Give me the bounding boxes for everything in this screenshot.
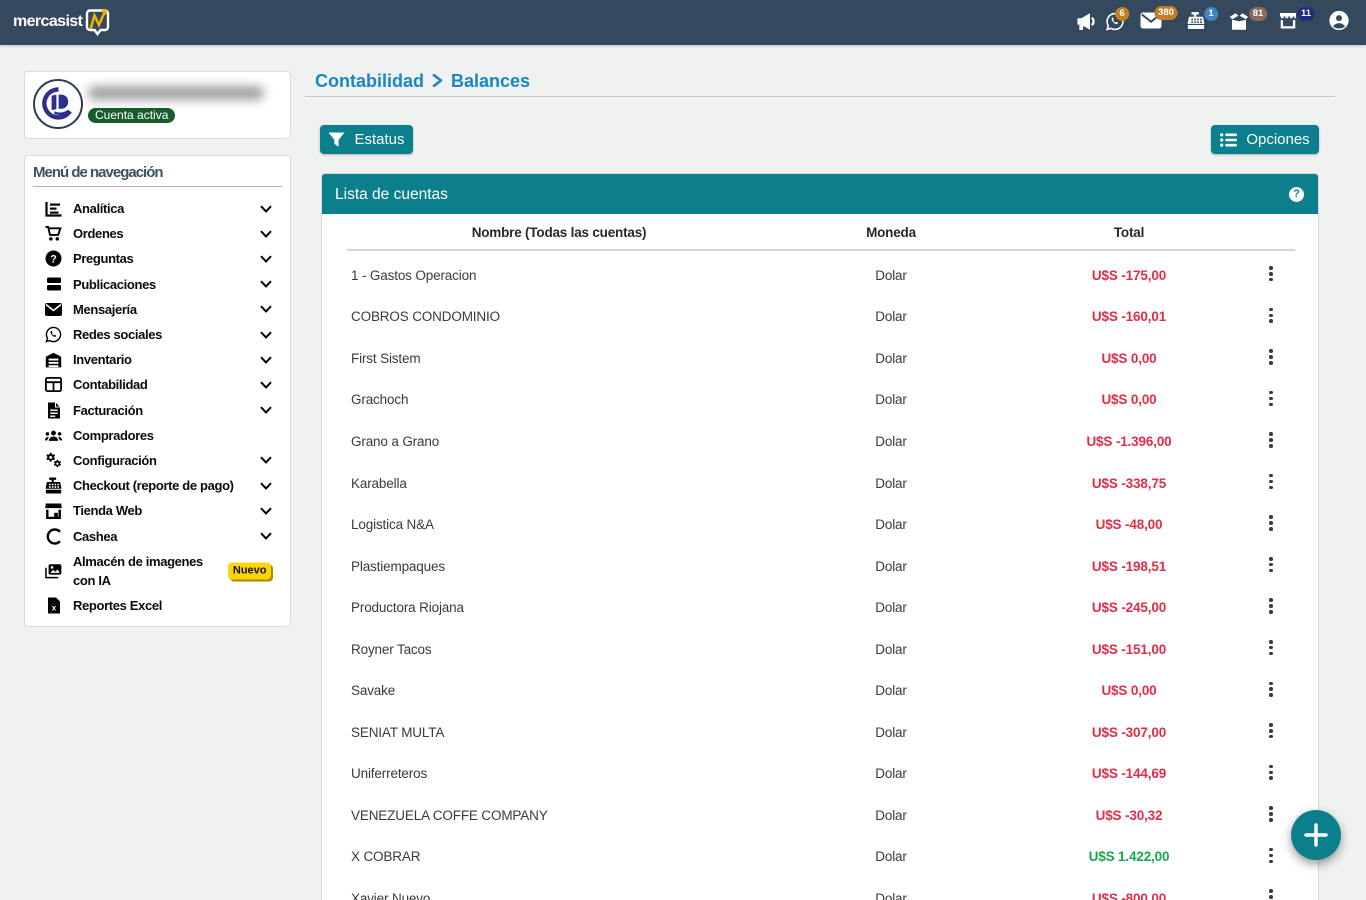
svg-text:?: ?	[50, 254, 57, 266]
svg-text:x: x	[51, 603, 56, 612]
